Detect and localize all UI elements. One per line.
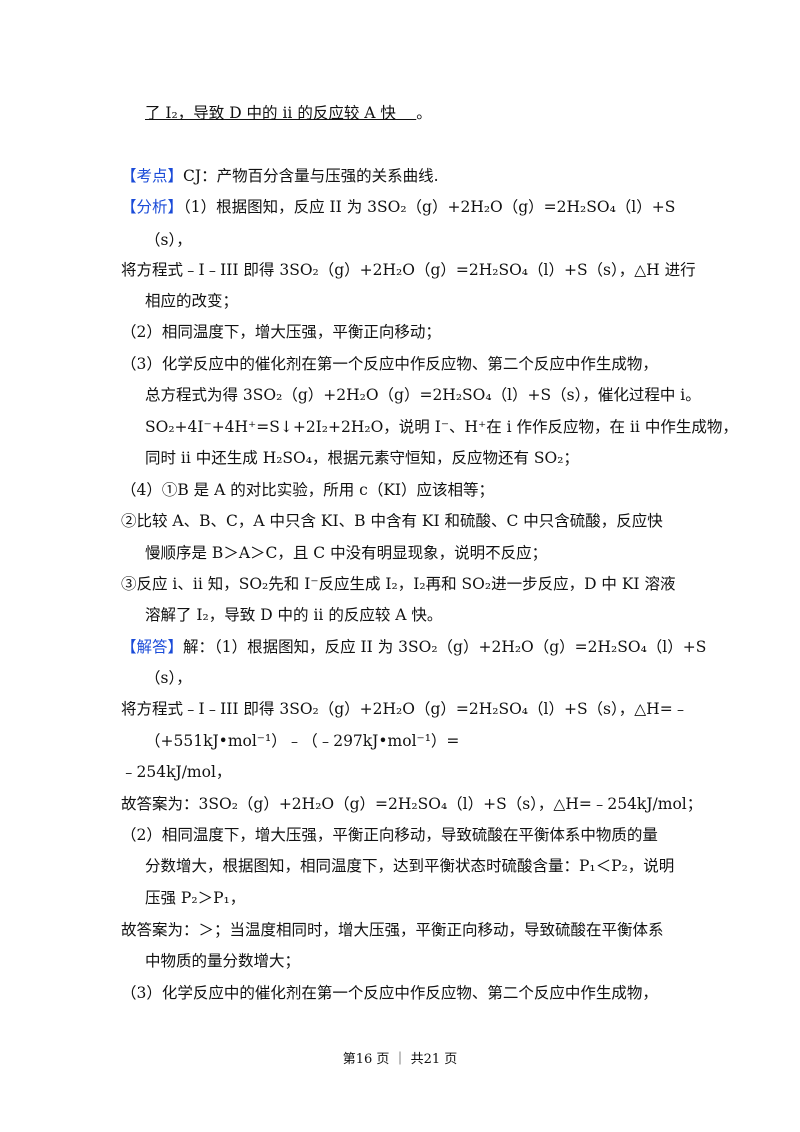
line-text: 了 I₂，导致 D 中的 ii 的反应较 A 快	[145, 104, 417, 122]
text-line: （2）相同温度下，增大压强，平衡正向移动；	[121, 322, 681, 342]
text-line: 将方程式﹣I﹣III 即得 3SO₂（g）+2H₂O（g）=2H₂SO₄（l）+…	[121, 260, 696, 280]
line-text: 相应的改变；	[145, 292, 239, 310]
text-line: SO₂+4I⁻+4H⁺=S↓+2I₂+2H₂O，说明 I⁻、H⁺在 i 作作反应…	[145, 417, 738, 437]
text-line: （4）①B 是 A 的对比实验，所用 c（KI）应该相等；	[121, 480, 681, 500]
text-line: 分数增大，根据图知，相同温度下，达到平衡状态时硫酸含量：P₁＜P₂，说明	[145, 856, 681, 876]
text-line: ②比较 A、B、C，A 中只含 KI、B 中含有 KI 和硫酸、C 中只含硫酸，…	[121, 511, 681, 531]
text-line: （s），	[145, 668, 681, 688]
text-line: 故答案为：3SO₂（g）+2H₂O（g）=2H₂SO₄（l）+S（s），△H=﹣…	[121, 794, 702, 814]
line-text: ③反应 i、ii 知，SO₂先和 I⁻反应生成 I₂，I₂再和 SO₂进一步反应…	[121, 575, 676, 593]
line-text: 总方程式为得 3SO₂（g）+2H₂O（g）=2H₂SO₄（l）+S（s），催化…	[145, 386, 701, 404]
text-line: 溶解了 I₂，导致 D 中的 ii 的反应较 A 快。	[145, 605, 681, 625]
text-line: ③反应 i、ii 知，SO₂先和 I⁻反应生成 I₂，I₂再和 SO₂进一步反应…	[121, 574, 681, 594]
text-line: 【分析】（1）根据图知，反应 II 为 3SO₂（g）+2H₂O（g）=2H₂S…	[121, 197, 681, 217]
section-tag: 【考点】	[121, 167, 184, 185]
section-tag: 【分析】	[121, 198, 184, 216]
text-line: 故答案为：＞；当温度相同时，增大压强，平衡正向移动，导致硫酸在平衡体系	[121, 920, 681, 940]
line-text: ②比较 A、B、C，A 中只含 KI、B 中含有 KI 和硫酸、C 中只含硫酸，…	[121, 512, 663, 530]
line-text: SO₂+4I⁻+4H⁺=S↓+2I₂+2H₂O，说明 I⁻、H⁺在 i 作作反应…	[145, 418, 738, 436]
line-text: （+551kJ•mol⁻¹）﹣（﹣297kJ•mol⁻¹）=	[145, 732, 460, 750]
line-text: （1）根据图知，反应 II 为 3SO₂（g）+2H₂O（g）=2H₂SO₄（l…	[183, 198, 676, 216]
text-line: ﹣254kJ/mol，	[121, 762, 681, 782]
line-text: （2）相同温度下，增大压强，平衡正向移动，导致硫酸在平衡体系中物质的量	[121, 826, 658, 844]
text-line: （3）化学反应中的催化剂在第一个反应中作反应物、第二个反应中作生成物，	[121, 354, 681, 374]
line-text: （s），	[145, 669, 192, 687]
line-text: 中物质的量分数增大；	[145, 952, 301, 970]
text-line: 【解答】解：（1）根据图知，反应 II 为 3SO₂（g）+2H₂O（g）=2H…	[121, 637, 706, 657]
line-text: 将方程式﹣I﹣III 即得 3SO₂（g）+2H₂O（g）=2H₂SO₄（l）+…	[121, 261, 696, 279]
line-text: （s），	[145, 231, 192, 249]
text-line: 了 I₂，导致 D 中的 ii 的反应较 A 快 。	[145, 103, 681, 123]
line-text: 压强 P₂＞P₁，	[145, 889, 246, 907]
text-line: 同时 ii 中还生成 H₂SO₄，根据元素守恒知，反应物还有 SO₂；	[145, 448, 681, 468]
line-punctuation: 。	[416, 104, 432, 122]
line-text: ﹣254kJ/mol，	[121, 763, 232, 781]
line-text: 故答案为：3SO₂（g）+2H₂O（g）=2H₂SO₄（l）+S（s），△H=﹣…	[121, 795, 703, 813]
line-text: （3）化学反应中的催化剂在第一个反应中作反应物、第二个反应中作生成物，	[121, 984, 658, 1002]
line-text: 将方程式﹣I﹣III 即得 3SO₂（g）+2H₂O（g）=2H₂SO₄（l）+…	[121, 700, 689, 718]
line-text: 慢顺序是 B＞A＞C，且 C 中没有明显现象，说明不反应；	[145, 544, 548, 562]
page-footer: 第16 页 ｜ 共21 页	[342, 1052, 458, 1067]
line-text: （3）化学反应中的催化剂在第一个反应中作反应物、第二个反应中作生成物，	[121, 355, 658, 373]
line-text: 解：（1）根据图知，反应 II 为 3SO₂（g）+2H₂O（g）=2H₂SO₄…	[183, 638, 707, 656]
line-text: 同时 ii 中还生成 H₂SO₄，根据元素守恒知，反应物还有 SO₂；	[145, 449, 579, 467]
line-text: 故答案为：＞；当温度相同时，增大压强，平衡正向移动，导致硫酸在平衡体系	[121, 921, 664, 939]
text-line: （3）化学反应中的催化剂在第一个反应中作反应物、第二个反应中作生成物，	[121, 983, 681, 1003]
section-tag: 【解答】	[121, 638, 184, 656]
text-line: （2）相同温度下，增大压强，平衡正向移动，导致硫酸在平衡体系中物质的量	[121, 825, 681, 845]
text-line: （s），	[145, 230, 681, 250]
line-text: 分数增大，根据图知，相同温度下，达到平衡状态时硫酸含量：P₁＜P₂，说明	[145, 857, 675, 875]
text-line: 相应的改变；	[145, 291, 681, 311]
text-line: 压强 P₂＞P₁，	[145, 888, 681, 908]
line-text: （4）①B 是 A 的对比实验，所用 c（KI）应该相等；	[121, 481, 495, 499]
line-text: CJ：产物百分含量与压强的关系曲线.	[183, 167, 439, 185]
line-text: 溶解了 I₂，导致 D 中的 ii 的反应较 A 快。	[145, 606, 443, 624]
line-text: （2）相同温度下，增大压强，平衡正向移动；	[121, 323, 441, 341]
text-line: 总方程式为得 3SO₂（g）+2H₂O（g）=2H₂SO₄（l）+S（s），催化…	[145, 385, 701, 405]
text-line: （+551kJ•mol⁻¹）﹣（﹣297kJ•mol⁻¹）=	[145, 731, 681, 751]
text-line: 【考点】CJ：产物百分含量与压强的关系曲线.	[121, 166, 681, 186]
text-line: 中物质的量分数增大；	[145, 951, 681, 971]
text-line: 慢顺序是 B＞A＞C，且 C 中没有明显现象，说明不反应；	[145, 543, 681, 563]
text-line: 将方程式﹣I﹣III 即得 3SO₂（g）+2H₂O（g）=2H₂SO₄（l）+…	[121, 699, 688, 719]
